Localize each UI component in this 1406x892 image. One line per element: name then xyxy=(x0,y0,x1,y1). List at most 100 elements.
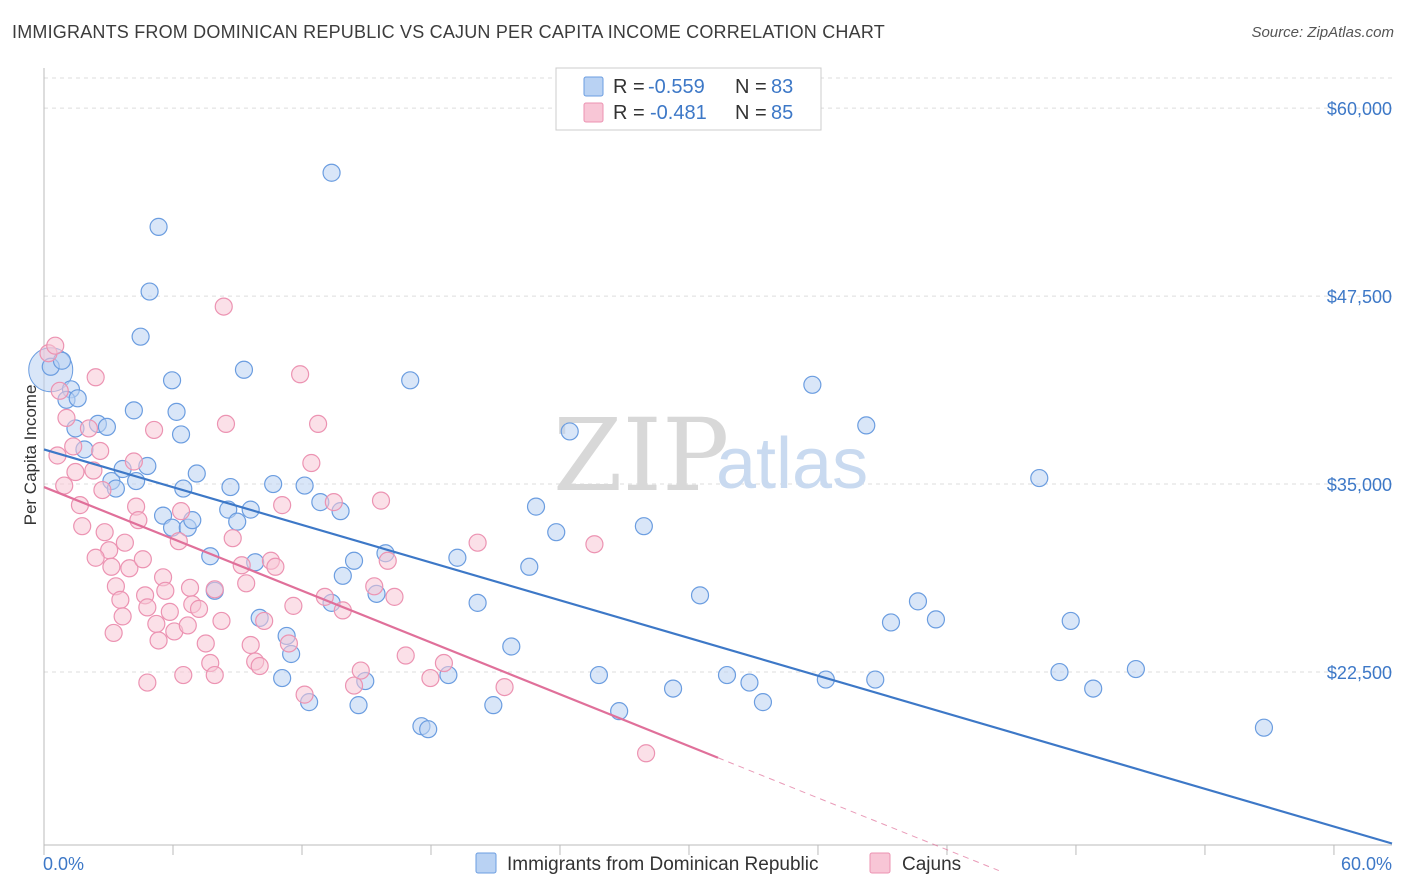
pink-point xyxy=(385,587,404,606)
source-label: Source: ZipAtlas.com xyxy=(1251,24,1394,41)
pink-point xyxy=(147,614,166,634)
blue-point xyxy=(333,566,352,585)
legend: R = -0.559 N = 83 R = -0.481 N = 85 xyxy=(555,67,822,131)
pink-point xyxy=(468,533,487,552)
pink-point xyxy=(344,676,364,695)
blue-point xyxy=(1254,718,1274,737)
pink-point xyxy=(120,559,139,578)
pink-point xyxy=(241,635,260,655)
y-tick-label-3: $60,000 xyxy=(1327,99,1392,119)
pink-point xyxy=(205,580,224,599)
blue-point xyxy=(926,610,946,629)
blue-point xyxy=(124,401,143,420)
axes xyxy=(43,68,1392,855)
pink-point xyxy=(396,646,415,665)
watermark-atlas: atlas xyxy=(716,424,868,504)
pink-point xyxy=(133,550,152,569)
pink-point xyxy=(115,533,134,552)
pink-point xyxy=(279,634,298,653)
pink-point xyxy=(64,437,83,456)
pink-point xyxy=(371,491,391,510)
pink-point xyxy=(495,677,514,697)
pink-point xyxy=(144,420,164,440)
blue-point xyxy=(468,593,487,612)
blue-point xyxy=(273,668,292,688)
pink-point xyxy=(250,656,269,676)
pink-point xyxy=(324,493,343,512)
blue-point xyxy=(167,402,186,421)
blue-point xyxy=(484,696,503,715)
pink-point xyxy=(46,336,65,355)
blue-point xyxy=(753,693,773,712)
blue-point xyxy=(153,506,173,525)
blue-point xyxy=(1030,468,1049,488)
pink-point xyxy=(149,631,168,650)
pink-point xyxy=(156,581,175,600)
blue-point xyxy=(589,665,609,685)
blue-point xyxy=(131,327,150,346)
legend-n-value-pink: 85 xyxy=(771,102,793,124)
bottom-legend-label-pink: Cajuns xyxy=(902,854,961,875)
pink-point xyxy=(93,480,112,500)
pink-point xyxy=(86,548,105,567)
pink-point xyxy=(171,502,191,521)
blue-point xyxy=(547,523,566,542)
pink-point xyxy=(102,557,121,576)
pink-point xyxy=(291,365,310,384)
blue-point xyxy=(634,517,653,536)
bottom-legend-swatch-blue xyxy=(475,852,497,874)
pink-point xyxy=(138,673,157,692)
pink-point xyxy=(302,453,321,473)
blue-point xyxy=(401,371,420,390)
blue-point xyxy=(162,371,182,390)
pink-point xyxy=(284,596,303,615)
pink-point xyxy=(50,381,69,400)
pink-point xyxy=(73,517,92,536)
pink-point xyxy=(585,535,604,554)
pink-point xyxy=(113,607,132,626)
blue-point xyxy=(295,476,314,495)
pink-point xyxy=(637,744,656,763)
pink-point xyxy=(255,611,274,631)
blue-point xyxy=(149,217,168,236)
blue-point xyxy=(502,637,521,656)
blue-point xyxy=(803,375,822,394)
blue-point xyxy=(140,282,159,301)
pink-point xyxy=(365,577,384,596)
blue-point xyxy=(520,557,539,576)
blue-point xyxy=(322,163,341,182)
blue-point xyxy=(1061,611,1080,631)
blue-point xyxy=(171,425,191,444)
pink-point xyxy=(138,598,157,617)
pink-point xyxy=(189,599,209,618)
blue-point xyxy=(526,497,546,516)
blue-point xyxy=(866,670,885,689)
pink-point xyxy=(295,685,314,704)
trend-line-cajun xyxy=(43,486,719,759)
legend-swatch-pink xyxy=(583,102,604,123)
pink-point xyxy=(66,462,85,482)
bottom-legend-swatch-pink xyxy=(869,852,891,874)
pink-point xyxy=(351,661,370,680)
y-tick-label-2: $47,500 xyxy=(1327,287,1392,307)
pink-point xyxy=(79,419,99,438)
pink-point xyxy=(55,476,74,495)
pink-point xyxy=(214,297,233,316)
legend-n-value-blue: 83 xyxy=(771,76,793,98)
legend-n-label-pink: N = xyxy=(735,102,767,124)
pink-point xyxy=(174,665,193,685)
pink-point xyxy=(216,414,236,434)
pink-point xyxy=(86,368,105,387)
x-tick-label-max: 60.0% xyxy=(1341,854,1392,874)
pink-point xyxy=(223,529,242,548)
blue-point xyxy=(97,417,117,437)
series-cajun-points xyxy=(39,297,656,763)
blue-point xyxy=(1084,679,1103,698)
pink-point xyxy=(91,441,110,461)
pink-point xyxy=(205,665,224,685)
pink-point xyxy=(196,634,215,653)
blue-point xyxy=(740,673,759,692)
blue-point xyxy=(560,422,579,441)
trend-line-dominican xyxy=(43,448,1393,845)
